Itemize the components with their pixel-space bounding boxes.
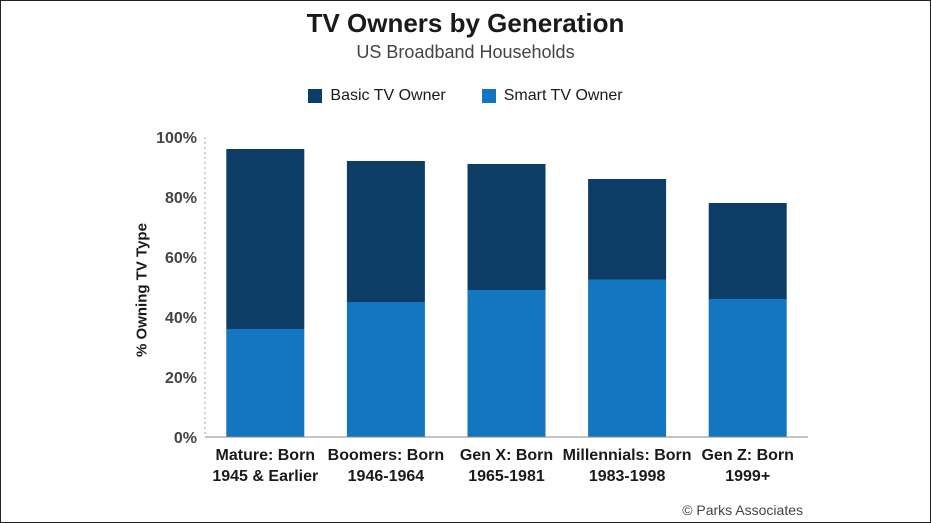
x-tick-label: Gen Z: Born 1999+ [701,447,793,485]
bar-segment-basic-tv [588,179,667,280]
bar-segment-smart-tv [346,302,425,437]
y-tick-label: 0% [174,430,197,447]
bar-segment-smart-tv [467,290,546,437]
y-tick-label: 40% [165,310,197,327]
y-tick-label: 60% [165,250,197,267]
x-tick-label: Boomers: Born 1946-1964 [328,447,444,485]
bar-segment-smart-tv [708,299,787,437]
bar-segment-basic-tv [467,164,546,290]
x-tick-label: Millennials: Born 1983-1998 [563,447,692,485]
legend: Basic TV Owner Smart TV Owner [0,87,931,105]
bar-segment-basic-tv [708,203,787,299]
y-tick-label: 20% [165,370,197,387]
legend-label-smart-tv: Smart TV Owner [503,87,623,104]
bar-segment-smart-tv [226,329,305,437]
chart-subtitle: US Broadband Households [356,42,575,62]
x-tick-label: Gen X: Born 1965-1981 [460,447,553,485]
legend-swatch-basic-tv [308,89,323,103]
bar-segment-basic-tv [346,161,425,302]
chart-title: TV Owners by Generation [306,8,625,38]
credit-text: © Parks Associates [682,502,803,518]
legend-item-basic-tv: Basic TV Owner [308,87,446,105]
bar-segment-basic-tv [226,149,305,329]
y-tick-label: 100% [156,130,197,147]
y-axis-label: % Owning TV Type [133,223,151,357]
bar-segment-smart-tv [588,279,667,437]
legend-item-smart-tv: Smart TV Owner [481,87,623,105]
legend-label-basic-tv: Basic TV Owner [330,87,446,104]
x-tick-label: Mature: Born 1945 & Earlier [212,447,318,485]
legend-swatch-smart-tv [481,89,496,103]
y-tick-label: 80% [165,190,197,207]
